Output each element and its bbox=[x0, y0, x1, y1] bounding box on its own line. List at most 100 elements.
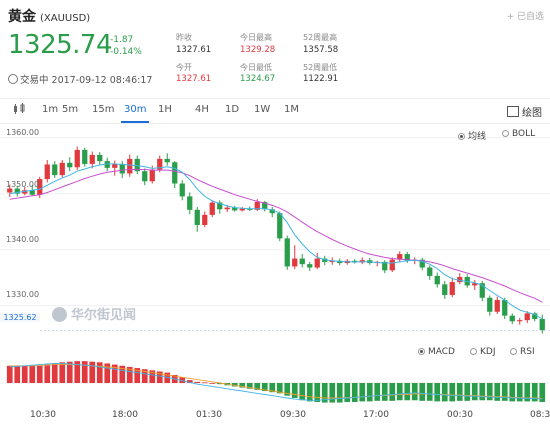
macd-bar bbox=[209, 383, 216, 384]
overlay-ma-label: 均线 bbox=[468, 132, 487, 142]
last-price: 1325.74 bbox=[8, 30, 113, 60]
candle-body bbox=[104, 161, 110, 168]
x-label-7: 08:3 bbox=[530, 410, 550, 420]
tab-30m[interactable]: 30m bbox=[124, 104, 147, 115]
macd-bar bbox=[284, 383, 291, 396]
macd-bar bbox=[269, 383, 276, 393]
candle-body bbox=[539, 319, 545, 331]
tab-1m[interactable]: 1m bbox=[42, 104, 59, 115]
macd-bar bbox=[59, 362, 66, 383]
macd-bar bbox=[374, 383, 381, 401]
draw-button[interactable]: 绘图 bbox=[507, 104, 542, 119]
x-label-4: 09:30 bbox=[280, 410, 306, 420]
macd-bar bbox=[351, 383, 358, 402]
tab-4h[interactable]: 4H bbox=[195, 104, 209, 115]
chart-type-icon[interactable] bbox=[12, 103, 26, 118]
candle-body bbox=[322, 258, 328, 262]
candle-body bbox=[254, 202, 260, 210]
candle-body bbox=[397, 254, 403, 260]
macd-bar bbox=[329, 383, 336, 403]
y-label-1360: 1360.00 bbox=[6, 128, 40, 137]
tab-5m[interactable]: 5m bbox=[62, 104, 79, 115]
price-chart[interactable] bbox=[0, 122, 550, 340]
current-price-tag: 1325.62 bbox=[0, 313, 40, 322]
candle-body bbox=[307, 264, 313, 268]
candle-body bbox=[299, 258, 305, 265]
clock-icon bbox=[8, 74, 18, 84]
macd-chart[interactable] bbox=[0, 358, 550, 408]
macd-bar bbox=[96, 362, 103, 383]
low-value: 1324.67 bbox=[240, 74, 276, 84]
watermark-logo: 华尔街见闻 bbox=[52, 304, 136, 323]
candle-body bbox=[112, 163, 118, 168]
macd-bar bbox=[36, 365, 43, 383]
candle-body bbox=[209, 202, 215, 215]
macd-bar bbox=[426, 383, 433, 401]
tab-1m-month[interactable]: 1M bbox=[284, 104, 299, 115]
macd-bar bbox=[291, 383, 298, 398]
macd-bar bbox=[344, 383, 351, 402]
candle-body bbox=[329, 260, 335, 262]
candle-body bbox=[239, 208, 245, 211]
candle-body bbox=[22, 190, 28, 194]
tab-1h[interactable]: 1H bbox=[158, 104, 172, 115]
sub-kdj-option[interactable]: KDJ bbox=[470, 347, 496, 357]
candle-body bbox=[449, 282, 455, 295]
open-label: 今开 bbox=[176, 63, 192, 72]
sub-rsi-option[interactable]: RSI bbox=[510, 347, 535, 357]
candle-body bbox=[502, 300, 508, 316]
plus-icon: + bbox=[506, 12, 517, 22]
tab-1w[interactable]: 1W bbox=[254, 104, 271, 115]
high-value: 1329.28 bbox=[240, 45, 276, 55]
macd-bar bbox=[299, 383, 306, 401]
macd-bar bbox=[471, 383, 478, 401]
macd-dif-line bbox=[9, 362, 543, 401]
macd-bar bbox=[119, 365, 126, 383]
candle-body bbox=[262, 202, 268, 210]
candle-body bbox=[44, 164, 50, 180]
candle-body bbox=[382, 261, 388, 271]
candle-body bbox=[14, 188, 20, 194]
macd-bar bbox=[186, 380, 193, 383]
macd-bar bbox=[141, 369, 148, 383]
instrument-code: (XAUUSD) bbox=[40, 13, 91, 24]
macd-bar bbox=[201, 382, 208, 384]
macd-bar bbox=[149, 370, 156, 383]
macd-bar bbox=[81, 361, 88, 383]
high-label: 今日最高 bbox=[240, 33, 272, 42]
candle-body bbox=[67, 162, 73, 168]
x-label-5: 17:00 bbox=[363, 410, 389, 420]
prev-close-label: 昨收 bbox=[176, 33, 192, 42]
macd-bar bbox=[51, 363, 58, 383]
w52-low-value: 1122.91 bbox=[303, 74, 339, 84]
candle-body bbox=[202, 214, 208, 225]
candle-body bbox=[509, 315, 515, 322]
candle-body bbox=[337, 260, 343, 264]
candle-body bbox=[134, 158, 140, 172]
watermark-text: 华尔街见闻 bbox=[71, 308, 137, 323]
candle-body bbox=[232, 207, 238, 211]
tab-15m[interactable]: 15m bbox=[92, 104, 115, 115]
overlay-ma-option[interactable]: 均线 bbox=[458, 129, 486, 142]
macd-bar bbox=[441, 383, 448, 402]
macd-dea-line bbox=[9, 364, 543, 399]
w52-high-value: 1357.58 bbox=[303, 45, 339, 55]
tab-1d[interactable]: 1D bbox=[225, 104, 240, 115]
macd-bar bbox=[89, 361, 96, 383]
sub-macd-label: MACD bbox=[428, 347, 455, 357]
macd-bar bbox=[231, 383, 238, 387]
candle-body bbox=[494, 300, 500, 312]
macd-bar bbox=[449, 383, 456, 402]
prev-close-value: 1327.61 bbox=[176, 45, 212, 55]
candle-body bbox=[224, 207, 230, 210]
overlay-boll-option[interactable]: BOLL bbox=[502, 129, 535, 139]
macd-bar bbox=[396, 383, 403, 401]
macd-bar bbox=[366, 383, 373, 402]
watchlist-button[interactable]: + 已自选 bbox=[507, 9, 544, 22]
macd-bar bbox=[14, 365, 21, 383]
candle-body bbox=[149, 169, 155, 182]
candle-body bbox=[7, 188, 13, 193]
sub-macd-option[interactable]: MACD bbox=[418, 347, 455, 357]
radio-selected-icon bbox=[458, 133, 465, 140]
active-tab-underline bbox=[121, 121, 149, 123]
